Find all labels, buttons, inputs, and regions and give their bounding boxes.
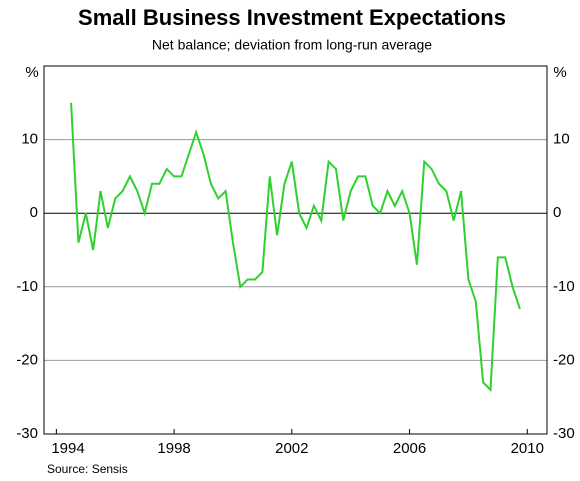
- y-tick-label: 10: [21, 131, 38, 148]
- y2-tick-label: 10: [553, 131, 570, 148]
- series-line: [70, 102, 521, 393]
- y-tick-label: 0: [30, 204, 38, 221]
- y-unit-left: %: [25, 64, 38, 81]
- y2-tick-label: -20: [553, 351, 575, 368]
- y2-tick-label: -30: [553, 425, 575, 442]
- plot-frame: [43, 65, 548, 435]
- source: Source: Sensis: [47, 462, 128, 476]
- x-tick-label: 2006: [393, 440, 426, 457]
- x-tick-label: 1994: [51, 440, 84, 457]
- x-tick-label: 1998: [157, 440, 190, 457]
- x-tick-label: 2002: [275, 440, 308, 457]
- y2-tick-label: 0: [553, 204, 561, 221]
- y2-tick-label: -10: [553, 278, 575, 295]
- y-unit-right: %: [553, 64, 566, 81]
- y-tick-label: -10: [16, 278, 38, 295]
- chart-title: Small Business Investment Expectations: [78, 5, 506, 30]
- chart-subtitle: Net balance; deviation from long-run ave…: [152, 37, 432, 53]
- y-tick-label: -30: [16, 425, 38, 442]
- y-tick-label: -20: [16, 351, 38, 368]
- x-tick-label: 2010: [511, 440, 544, 457]
